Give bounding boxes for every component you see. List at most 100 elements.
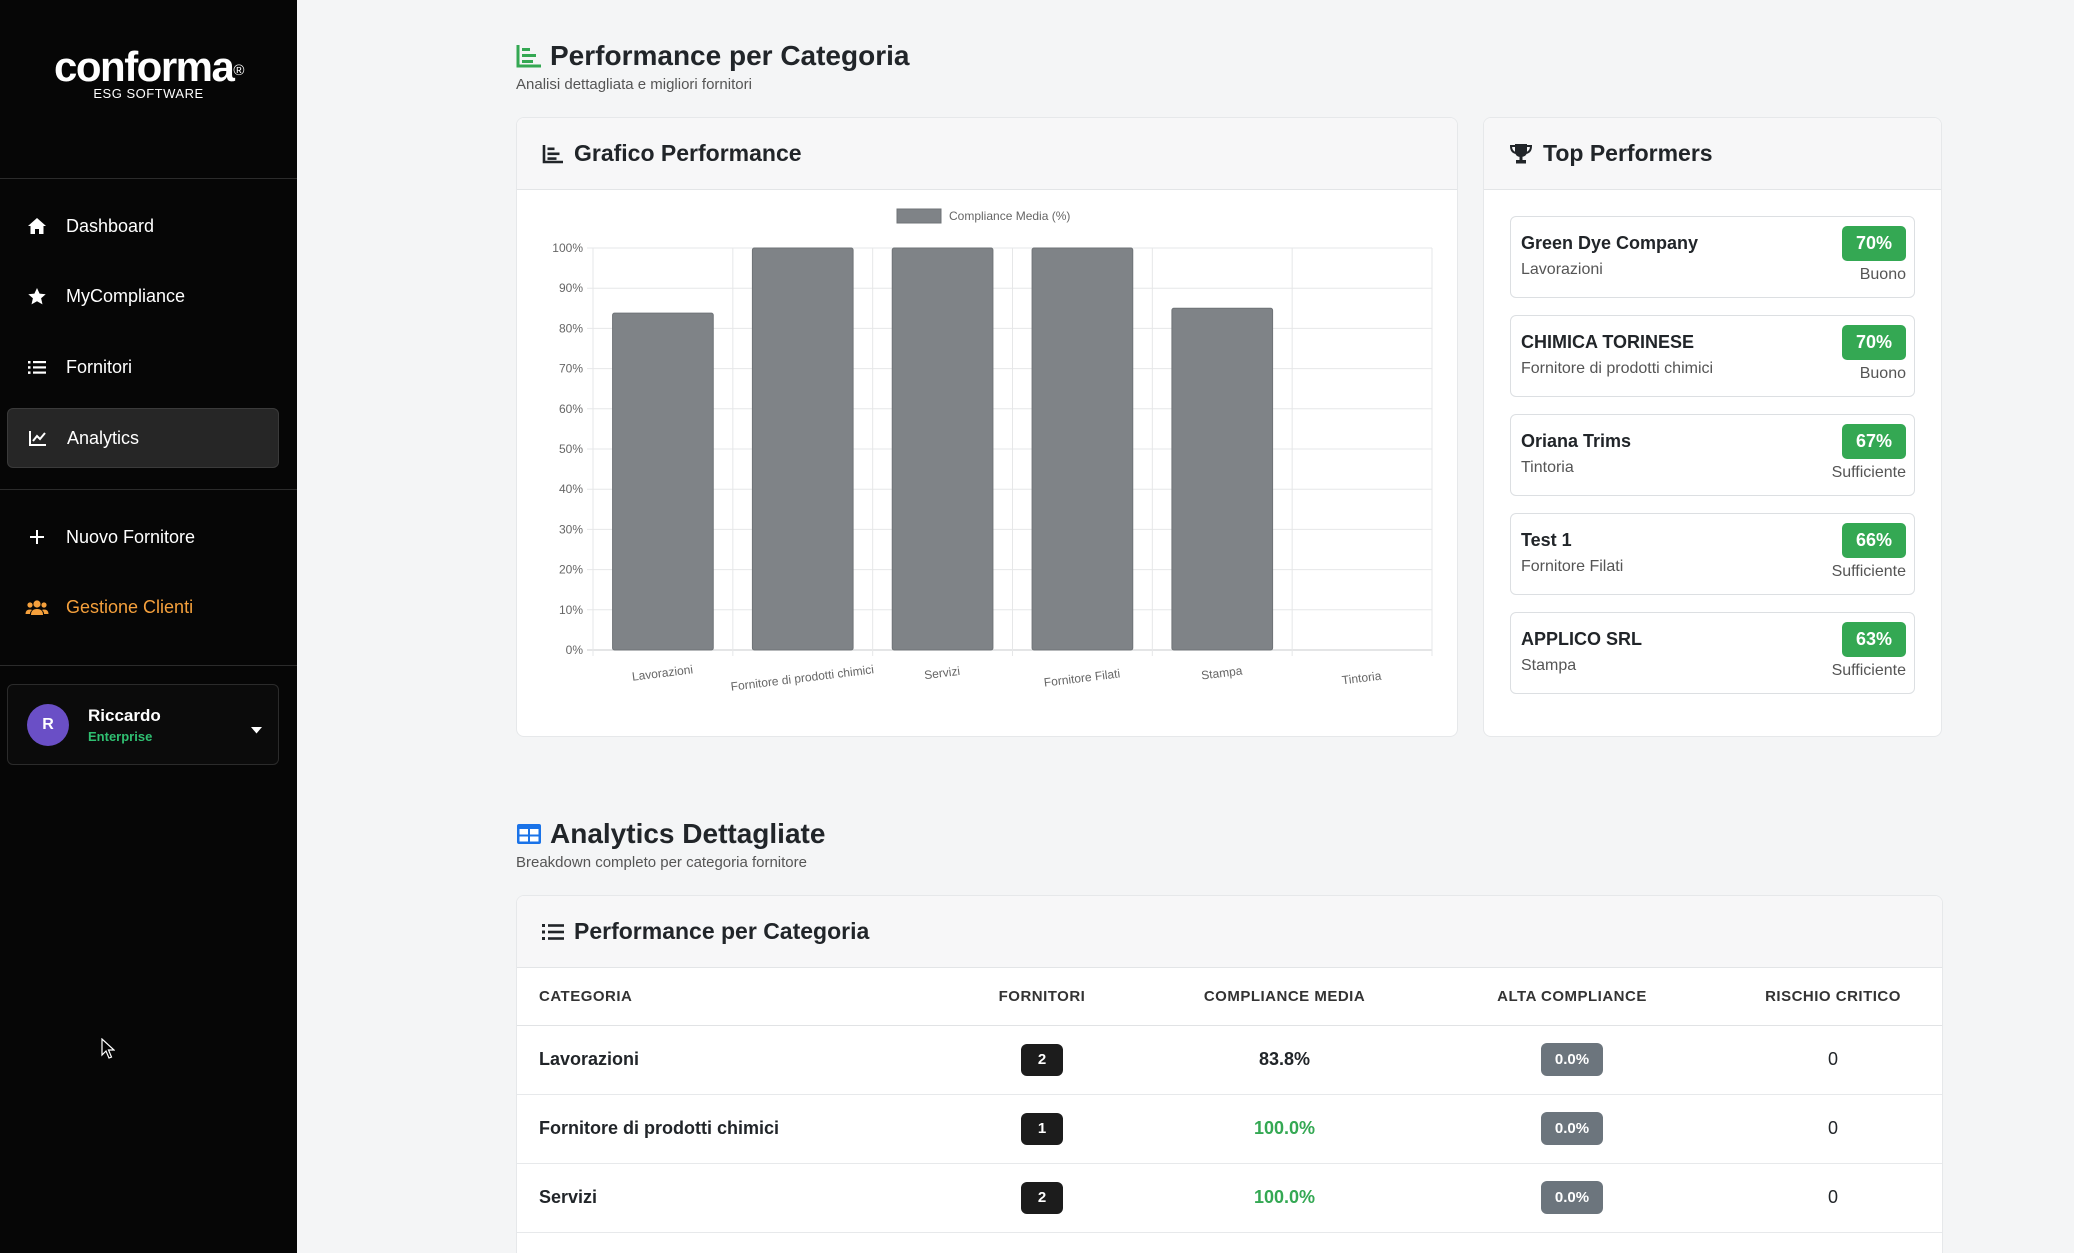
logo-text: conforma	[54, 43, 235, 90]
cell-alta-compliance: 0.0%	[1422, 1163, 1722, 1233]
chart-bar	[891, 247, 994, 651]
users-icon	[24, 597, 50, 617]
avatar: R	[27, 704, 69, 746]
chart-card-header: Grafico Performance	[517, 118, 1457, 190]
plus-icon	[24, 527, 50, 547]
y-tick-label: 70%	[559, 362, 583, 376]
y-tick-label: 30%	[559, 522, 583, 536]
cell-rischio-critico: 0	[1722, 1025, 1942, 1095]
top-performer-item[interactable]: CHIMICA TORINESE Fornitore di prodotti c…	[1510, 315, 1915, 397]
column-header-categoria[interactable]: CATEGORIA	[517, 968, 937, 1026]
sidebar-item-label: Analytics	[67, 427, 140, 448]
chart-bar	[612, 312, 714, 651]
x-tick-label: Stampa	[1200, 664, 1243, 683]
list-icon	[24, 357, 50, 377]
sidebar-item-nuovo-fornitore[interactable]: Nuovo Fornitore	[7, 507, 279, 567]
top-performers-card: Top Performers Green Dye Company Lavoraz…	[1483, 117, 1942, 737]
section-title-performance: Performance per Categoria	[516, 40, 909, 72]
logo-registered-mark: ®	[233, 62, 244, 79]
section-subtitle: Analisi dettagliata e migliori fornitori	[516, 76, 752, 93]
cell-compliance: 83.8%	[1147, 1025, 1422, 1095]
cell-fornitori: 1	[937, 1094, 1147, 1164]
performer-level: Sufficiente	[1831, 464, 1906, 481]
table-row[interactable]	[517, 1232, 1942, 1253]
alta-compliance-badge: 0.0%	[1540, 1181, 1604, 1214]
y-tick-label: 0%	[566, 643, 584, 657]
list-icon	[542, 923, 564, 941]
performer-category: Lavorazioni	[1521, 261, 1603, 278]
performer-level: Sufficiente	[1831, 662, 1906, 679]
category-table-card: Performance per Categoria CATEGORIA FORN…	[516, 895, 1943, 1253]
y-tick-label: 50%	[559, 442, 583, 456]
top-performer-item[interactable]: Green Dye Company Lavorazioni 70% Buono	[1510, 216, 1915, 298]
cell-fornitori	[937, 1232, 1147, 1253]
fornitori-count-badge: 1	[1021, 1112, 1063, 1145]
sidebar: conforma® ESG SOFTWARE Dashboard MyCompl…	[0, 0, 297, 1253]
sidebar-item-label: Fornitori	[66, 356, 133, 377]
cell-fornitori: 2	[937, 1025, 1147, 1095]
top-performer-item[interactable]: APPLICO SRL Stampa 63% Sufficiente	[1510, 612, 1915, 694]
cell-rischio-critico	[1722, 1232, 1942, 1253]
top-performer-item[interactable]: Oriana Trims Tintoria 67% Sufficiente	[1510, 414, 1915, 496]
table-row[interactable]: Lavorazioni 2 83.8% 0.0% 0	[517, 1025, 1942, 1095]
y-tick-label: 100%	[552, 241, 583, 255]
sidebar-item-fornitori[interactable]: Fornitori	[7, 337, 279, 397]
performer-score-badge: 70%	[1841, 325, 1906, 360]
table-row[interactable]: Servizi 2 100.0% 0.0% 0	[517, 1163, 1942, 1233]
cell-categoria: Fornitore di prodotti chimici	[517, 1094, 937, 1164]
category-table-header: Performance per Categoria	[517, 896, 1942, 968]
section-title-text: Analytics Dettagliate	[550, 818, 826, 849]
performer-name: Test 1	[1521, 530, 1572, 550]
mouse-cursor-icon	[101, 1037, 116, 1065]
performer-score-badge: 70%	[1841, 226, 1906, 261]
sidebar-item-analytics[interactable]: Analytics	[7, 408, 279, 468]
chart-card: Grafico Performance 0% 10% 20% 30% 40% 50% 60%…	[516, 117, 1458, 737]
user-menu[interactable]: R Riccardo Enterprise	[7, 684, 279, 765]
performer-name: APPLICO SRL	[1521, 629, 1643, 649]
sidebar-item-mycompliance[interactable]: MyCompliance	[7, 266, 279, 326]
category-table: CATEGORIA FORNITORI COMPLIANCE MEDIA ALT…	[517, 968, 1942, 1253]
top-performers-title: Top Performers	[1543, 140, 1713, 166]
performer-name: Oriana Trims	[1521, 431, 1632, 451]
category-table-title: Performance per Categoria	[574, 918, 870, 944]
cell-alta-compliance: 0.0%	[1422, 1094, 1722, 1164]
x-tick-label: Servizi	[923, 664, 960, 682]
x-tick-label: Fornitore Filati	[1043, 666, 1121, 689]
y-tick-label: 90%	[559, 281, 583, 295]
cell-alta-compliance	[1422, 1232, 1722, 1253]
user-name: Riccardo	[88, 706, 161, 725]
sidebar-item-gestione-clienti[interactable]: Gestione Clienti	[7, 577, 279, 637]
y-tick-label: 10%	[559, 603, 583, 617]
performer-name: Green Dye Company	[1521, 233, 1699, 253]
table-row[interactable]: Fornitore di prodotti chimici 1 100.0% 0…	[517, 1094, 1942, 1164]
performer-category: Fornitore di prodotti chimici	[1521, 360, 1714, 377]
logo[interactable]: conforma® ESG SOFTWARE	[0, 43, 297, 102]
column-header-fornitori[interactable]: FORNITORI	[937, 968, 1147, 1026]
x-tick-label: Fornitore di prodotti chimici	[730, 662, 875, 693]
cell-rischio-critico: 0	[1722, 1163, 1942, 1233]
x-tick-label: Lavorazioni	[631, 662, 694, 683]
chart-bar	[751, 247, 854, 651]
column-header-alta-compliance[interactable]: ALTA COMPLIANCE	[1422, 968, 1722, 1026]
cell-rischio-critico: 0	[1722, 1094, 1942, 1164]
performer-category: Tintoria	[1521, 459, 1574, 476]
column-header-rischio-critico[interactable]: RISCHIO CRITICO	[1722, 968, 1942, 1026]
section-title-text: Performance per Categoria	[550, 40, 910, 71]
home-icon	[24, 216, 50, 236]
performer-score-badge: 66%	[1841, 523, 1906, 558]
alta-compliance-badge: 0.0%	[1540, 1043, 1604, 1076]
chart-card-title: Grafico Performance	[574, 140, 802, 166]
table-header-row: CATEGORIA FORNITORI COMPLIANCE MEDIA ALT…	[517, 968, 1942, 1026]
sidebar-item-label: Gestione Clienti	[66, 596, 194, 617]
column-header-compliance-media[interactable]: COMPLIANCE MEDIA	[1147, 968, 1422, 1026]
legend-label: Compliance Media (%)	[949, 209, 1070, 223]
sidebar-item-dashboard[interactable]: Dashboard	[7, 196, 279, 256]
performance-bar-chart: 0% 10% 20% 30% 40% 50% 60% 70% 80% 90% 100% Lavora…	[552, 208, 1433, 694]
performer-level: Buono	[1859, 365, 1906, 382]
top-performer-item[interactable]: Test 1 Fornitore Filati 66% Sufficiente	[1510, 513, 1915, 595]
caret-down-icon[interactable]	[251, 721, 262, 739]
cell-categoria: Lavorazioni	[517, 1025, 937, 1095]
bar-chart-icon	[542, 144, 564, 164]
performer-score-badge: 67%	[1841, 424, 1906, 459]
sidebar-item-label: MyCompliance	[66, 285, 186, 306]
